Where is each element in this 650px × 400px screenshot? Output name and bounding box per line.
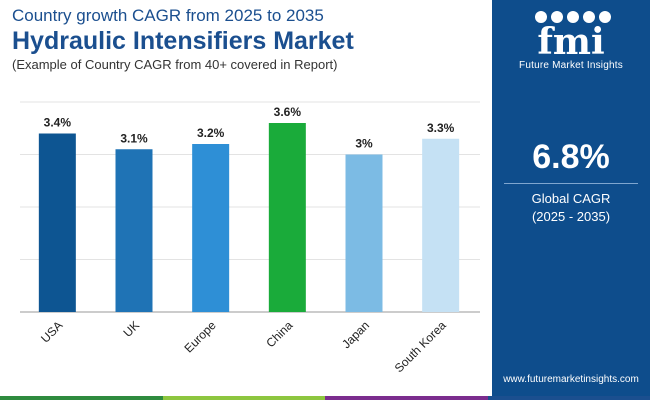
data-label: 3% xyxy=(355,137,373,151)
chart-subtitle: Country growth CAGR from 2025 to 2035 xyxy=(12,6,324,25)
svg-text:fmi: fmi xyxy=(537,21,604,58)
divider xyxy=(504,183,638,184)
bar-uk xyxy=(115,149,153,312)
bottom-color-strip xyxy=(0,396,650,400)
bar-chart: 3.4% 3.1% 3.2% 3.6% 3% 3.3% USA UK Europe China J… xyxy=(20,101,480,375)
x-tick-label: South Korea xyxy=(392,318,449,375)
bar-japan xyxy=(345,154,383,312)
data-label: 3.3% xyxy=(427,121,455,135)
website-link[interactable]: www.futuremarketinsights.com xyxy=(503,374,639,385)
global-cagr-label: Global CAGR (2025 - 2035) xyxy=(492,190,650,226)
x-tick-label: Europe xyxy=(182,318,219,355)
bar-china xyxy=(268,123,306,312)
x-tick-label: USA xyxy=(38,318,65,345)
strip-segment xyxy=(487,396,650,400)
header: Country growth CAGR from 2025 to 2035 Hy… xyxy=(12,6,492,73)
data-labels: 3.4% 3.1% 3.2% 3.6% 3% 3.3% xyxy=(44,105,455,151)
chart-note: (Example of Country CAGR from 40+ covere… xyxy=(12,57,338,72)
strip-segment xyxy=(325,396,488,400)
x-tick-label: UK xyxy=(120,318,142,340)
x-tick-label: Japan xyxy=(339,318,372,351)
x-tick-labels: USA UK Europe China Japan South Korea xyxy=(38,318,449,375)
bars xyxy=(38,123,460,312)
strip-segment xyxy=(162,396,325,400)
strip-segment xyxy=(0,396,163,400)
data-label: 3.6% xyxy=(274,105,302,119)
grid-lines xyxy=(20,101,480,313)
logo: fmi Future Market Insights xyxy=(492,8,650,71)
bar-europe xyxy=(192,144,230,312)
fmi-logo-icon: fmi xyxy=(535,11,611,58)
bar-usa xyxy=(38,133,76,312)
global-cagr-period: (2025 - 2035) xyxy=(531,209,611,224)
global-cagr-label-text: Global CAGR xyxy=(531,191,611,206)
data-label: 3.2% xyxy=(197,126,225,140)
global-cagr-value: 6.8% xyxy=(532,138,610,176)
chart-title: Hydraulic Intensifiers Market xyxy=(12,27,354,55)
logo-text: Future Market Insights xyxy=(519,60,623,71)
sidebar-panel: fmi Future Market Insights 6.8% Global C… xyxy=(492,0,650,396)
x-tick-label: China xyxy=(263,318,295,350)
data-label: 3.4% xyxy=(44,116,72,130)
data-label: 3.1% xyxy=(120,131,148,145)
bar-south-korea xyxy=(422,138,460,312)
